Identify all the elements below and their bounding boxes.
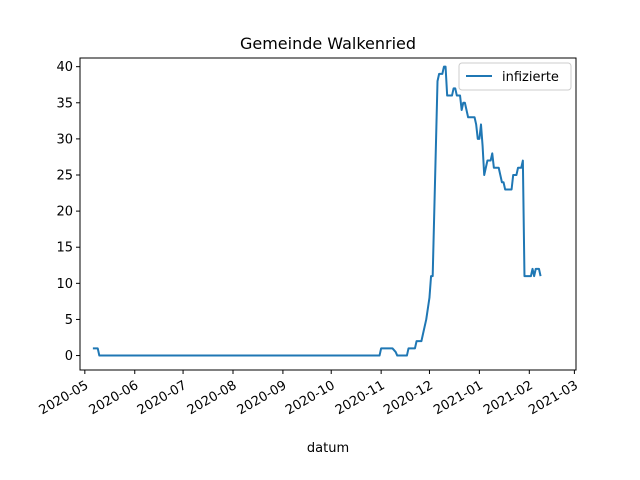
y-tick-label: 15: [56, 241, 73, 256]
y-tick-label: 20: [56, 205, 73, 220]
y-axis: 0 5 10 15 20 25 30 35 40: [56, 60, 80, 364]
y-tick-label: 25: [56, 169, 73, 184]
y-tick-label: 5: [65, 313, 73, 328]
y-tick-label: 0: [65, 349, 73, 364]
plot-frame: [79, 57, 577, 371]
y-tick-label: 35: [56, 96, 73, 111]
y-tick-label: 10: [56, 277, 73, 292]
y-tick-label: 40: [56, 60, 73, 75]
legend: infizierte: [458, 62, 572, 91]
chart-title: Gemeinde Walkenried: [240, 34, 416, 53]
legend-box: [458, 62, 572, 91]
y-tick-label: 30: [56, 132, 73, 147]
series-line-infizierte: [92, 65, 542, 357]
legend-label-infizierte: infizierte: [502, 70, 559, 85]
plot-area: [92, 65, 542, 357]
x-axis-label: datum: [307, 441, 349, 456]
